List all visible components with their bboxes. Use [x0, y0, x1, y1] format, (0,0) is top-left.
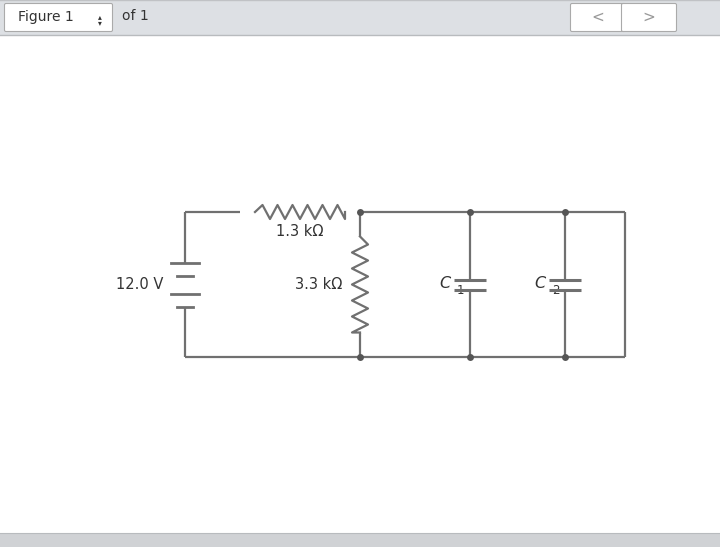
FancyBboxPatch shape [4, 3, 112, 32]
Text: >: > [643, 9, 655, 25]
Text: <: < [592, 9, 604, 25]
Text: 2: 2 [552, 284, 559, 297]
Text: Figure 1: Figure 1 [18, 9, 73, 24]
Text: 3.3 kΩ: 3.3 kΩ [294, 277, 342, 292]
Bar [0, 533, 720, 547]
FancyBboxPatch shape [570, 3, 626, 32]
Text: 12.0 V: 12.0 V [116, 277, 163, 292]
FancyBboxPatch shape [621, 3, 677, 32]
Text: C: C [534, 276, 545, 291]
Bar [0, 0, 720, 35]
Text: C: C [439, 276, 450, 291]
Text: ▾: ▾ [98, 18, 102, 27]
Text: of 1: of 1 [122, 9, 149, 24]
Text: ▴: ▴ [98, 12, 102, 21]
Text: 1.3 kΩ: 1.3 kΩ [276, 224, 324, 239]
Text: 1: 1 [457, 284, 464, 297]
